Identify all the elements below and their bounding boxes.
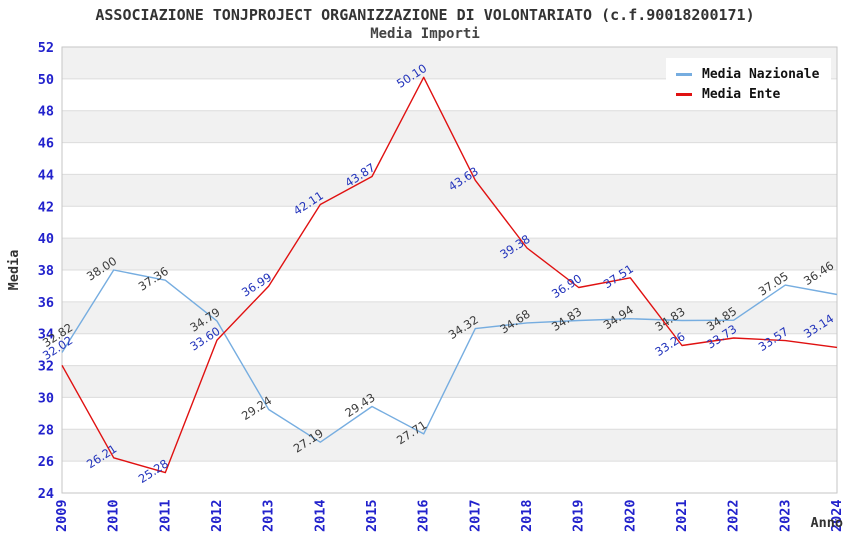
- y-tick-label: 30: [38, 390, 54, 406]
- plot-band: [62, 238, 837, 270]
- media-ente-line-swatch: [676, 92, 692, 96]
- x-tick-label: 2016: [416, 499, 432, 532]
- series-line-media-nazionale: [61, 269, 838, 443]
- x-tick-label: 2017: [467, 499, 483, 532]
- y-tick-label: 52: [38, 40, 54, 56]
- media-nazionale-line-swatch: [676, 72, 692, 76]
- x-tick-label: 2015: [364, 499, 380, 532]
- x-tick-label: 2009: [54, 499, 70, 532]
- y-tick-label: 48: [38, 104, 54, 120]
- y-tick-label: 32: [38, 359, 54, 375]
- y-axis-title: Media: [6, 250, 22, 291]
- x-tick-label: 2022: [726, 499, 742, 532]
- legend-label-media-ente: Media Ente: [702, 86, 781, 102]
- x-tick-label: 2014: [312, 499, 328, 532]
- plot-band: [62, 301, 837, 334]
- y-tick-label: 40: [38, 231, 54, 247]
- x-tick-label: 2011: [157, 499, 173, 532]
- plot-band: [62, 333, 837, 366]
- x-tick-label: 2012: [209, 499, 225, 532]
- x-tick-label: 2019: [571, 499, 587, 532]
- plot-band: [62, 429, 837, 462]
- series-line-media-ente: [61, 76, 838, 474]
- y-tick-label: 46: [38, 136, 54, 152]
- plot-band: [62, 142, 837, 175]
- y-tick-label: 38: [38, 263, 54, 279]
- chart-subtitle: Media Importi: [370, 26, 480, 42]
- plot-border: [61, 46, 838, 494]
- legend-label-media-nazionale: Media Nazionale: [702, 66, 820, 82]
- y-tick-label: 36: [38, 295, 54, 311]
- plot-band: [62, 110, 837, 143]
- plot-band: [62, 270, 837, 302]
- plot-band: [62, 206, 837, 239]
- y-tick-label: 28: [38, 422, 54, 438]
- plot-band: [62, 461, 837, 493]
- y-tick-label: 50: [38, 72, 54, 88]
- y-tick-label: 26: [38, 454, 54, 470]
- y-tick-label: 34: [38, 327, 54, 343]
- y-tick-label: 24: [38, 486, 54, 502]
- legend-item-media-ente[interactable]: Media Ente: [676, 84, 819, 104]
- x-tick-label: 2010: [106, 499, 122, 532]
- chart-title: ASSOCIAZIONE TONJPROJECT ORGANIZZAZIONE …: [95, 6, 755, 24]
- x-tick-label: 2021: [674, 499, 690, 532]
- plot-band: [62, 174, 837, 207]
- x-axis-title: Anno: [810, 515, 843, 531]
- y-tick-label: 44: [38, 167, 54, 183]
- x-tick-label: 2023: [777, 499, 793, 532]
- legend-item-media-nazionale[interactable]: Media Nazionale: [676, 64, 819, 84]
- chart-legend: Media Nazionale Media Ente: [666, 58, 832, 110]
- y-tick-label: 42: [38, 199, 54, 215]
- x-tick-label: 2024: [829, 499, 845, 532]
- x-tick-label: 2018: [519, 499, 535, 532]
- plot-band: [62, 397, 837, 430]
- x-tick-label: 2020: [622, 499, 638, 532]
- x-tick-label: 2013: [261, 499, 277, 532]
